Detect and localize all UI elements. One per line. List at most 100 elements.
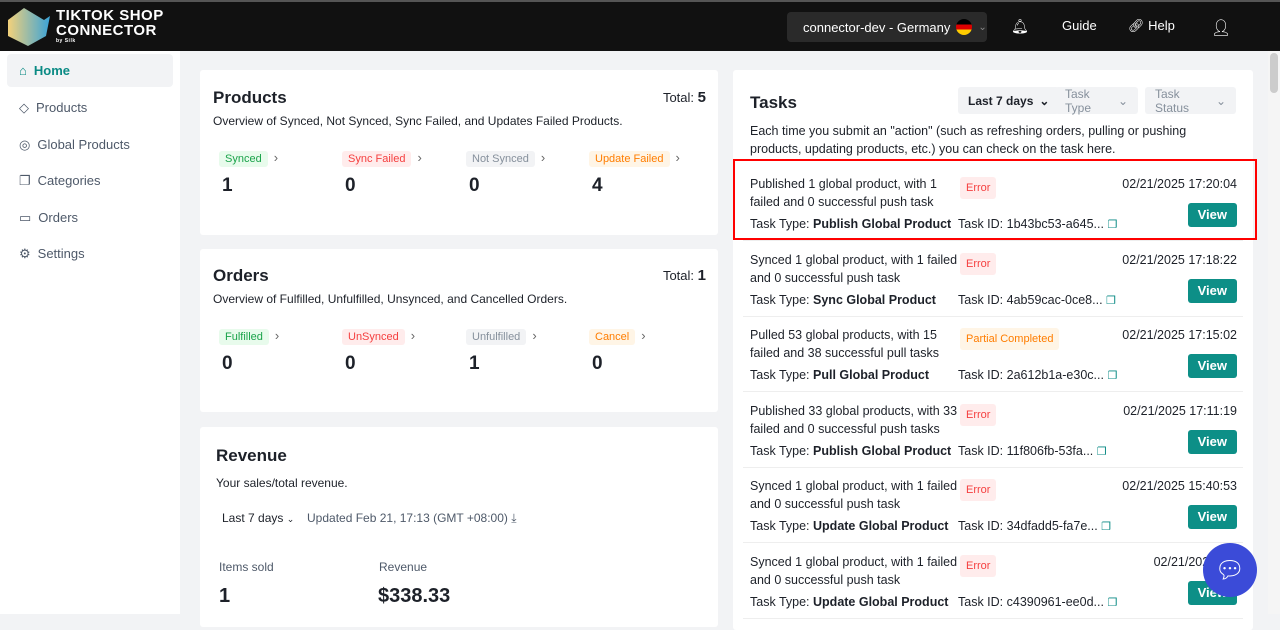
total-label: Total: — [662, 90, 695, 105]
bell-icon[interactable]: 🔔︎ — [1011, 18, 1029, 34]
task-type-value: Update Global Product — [813, 594, 949, 609]
view-button[interactable]: View — [1187, 429, 1237, 454]
chevron-right-icon: › — [532, 328, 537, 343]
task-row: Synced 1 global product, with 1 failed a… — [743, 467, 1243, 543]
stat-unsynced[interactable]: UnSynced › 0 — [342, 328, 415, 375]
stat-cancel[interactable]: Cancel › 0 — [589, 328, 646, 375]
user-icon[interactable]: 👤︎ — [1211, 20, 1232, 37]
task-id: Task ID: 34dfadd5-fa7e... ❐ — [958, 517, 1111, 536]
filter-task-type[interactable]: Task Type ⌄ — [1055, 87, 1138, 115]
sidebar-item-home[interactable]: ⌂ Home — [7, 54, 173, 87]
tasks-intro: Each time you submit an "action" (such a… — [750, 124, 1187, 156]
task-description: Synced 1 global product, with 1 failed a… — [750, 479, 958, 511]
task-id-value: c4390961-ee0d... — [1006, 594, 1104, 609]
task-id-label: Task ID: — [958, 519, 1004, 533]
filter-period[interactable]: Last 7 days ⌄ — [958, 87, 1060, 114]
stat-value: 0 — [469, 175, 480, 196]
copy-icon[interactable]: ❐ — [1107, 219, 1118, 231]
task-id: Task ID: 1b43bc53-a645... ❐ — [958, 215, 1117, 234]
logo-icon — [8, 8, 50, 46]
chevron-right-icon: › — [641, 328, 646, 343]
task-id: Task ID: 11f806fb-53fa... ❐ — [958, 442, 1107, 461]
globe-icon: ◎ — [19, 136, 31, 152]
task-type: Task Type: Publish Global Product — [750, 215, 951, 233]
card-subtitle: Overview of Synced, Not Synced, Sync Fai… — [213, 114, 623, 128]
germany-flag-icon — [956, 19, 973, 35]
sidebar-item-categories[interactable]: ❐ Categories — [7, 164, 173, 197]
sidebar-item-orders[interactable]: ▭ Orders — [7, 201, 173, 234]
guide-link[interactable]: Guide — [1062, 18, 1097, 33]
stat-value: 1 — [469, 353, 480, 374]
card-subtitle: Your sales/total revenue. — [216, 476, 348, 490]
stat-unfulfilled[interactable]: Unfulfilled › 1 — [466, 328, 537, 375]
sidebar-item-settings[interactable]: ⚙︎ Settings — [7, 237, 173, 270]
task-type: Task Type: Pull Global Product — [750, 366, 929, 384]
chevron-right-icon: › — [410, 328, 416, 343]
chat-button[interactable]: 💬︎ — [1203, 543, 1257, 597]
logo-line1: TIKTOK SHOP — [56, 7, 164, 24]
stat-tag: Not Synced — [466, 151, 535, 167]
task-status-badge: Partial Completed — [960, 328, 1060, 350]
task-status-badge: Error — [960, 403, 997, 426]
sidebar-item-label: Settings — [37, 246, 85, 261]
store-selector[interactable]: connector-dev - Germany ⌄ — [787, 12, 987, 42]
stat-not-synced[interactable]: Not Synced › 0 — [466, 150, 545, 197]
scrollbar-thumb[interactable] — [1270, 53, 1278, 93]
view-button[interactable]: View — [1187, 203, 1237, 227]
card-subtitle: Overview of Fulfilled, Unfulfilled, Unsy… — [213, 292, 568, 306]
task-id-label: Task ID: — [958, 368, 1004, 382]
logo[interactable]: TIKTOK SHOP CONNECTOR by Silk — [6, 6, 164, 46]
task-row: Synced 1 global product, with 1 failed a… — [743, 241, 1243, 317]
stat-update-failed[interactable]: Update Failed › 4 — [589, 150, 680, 197]
logo-by: by Silk — [56, 38, 76, 44]
task-row: Synced 1 global product, with 1 failed a… — [743, 543, 1243, 619]
task-description: Synced 1 global product, with 1 failed a… — [750, 554, 958, 587]
stat-value: 0 — [222, 353, 233, 374]
link-icon: 🔗︎ — [1128, 18, 1145, 33]
stat-sync-failed[interactable]: Sync Failed › 0 — [342, 150, 422, 197]
task-id-value: 11f806fb-53fa... — [1006, 443, 1094, 458]
period-select[interactable]: Last 7 days ⌄ — [222, 511, 294, 525]
copy-icon[interactable]: ❐ — [1096, 445, 1107, 458]
view-button[interactable]: View — [1187, 505, 1237, 529]
task-type: Task Type: Update Global Product — [750, 593, 948, 611]
sidebar-item-label: Orders — [38, 210, 79, 225]
task-id-value: 4ab59cac-0ce8... — [1006, 292, 1103, 307]
task-type-value: Publish Global Product — [813, 217, 952, 231]
sidebar: ⌂ Home ◇ Products ◎ Global Products ❐ Catego… — [0, 51, 180, 614]
copy-icon[interactable]: ❐ — [1107, 370, 1118, 382]
task-date: 02/21/2025 17:20:04 — [1122, 177, 1237, 191]
chevron-down-icon: ⌄ — [1117, 93, 1128, 108]
stat-synced[interactable]: Synced › 1 — [219, 150, 278, 197]
task-type: Task Type: Publish Global Product — [750, 442, 951, 460]
help-label: Help — [1148, 18, 1175, 33]
sidebar-item-global-products[interactable]: ◎ Global Products — [7, 128, 173, 161]
task-date: 02/21/2025 17:18:22 — [1122, 252, 1237, 267]
scrollbar[interactable] — [1268, 51, 1280, 614]
sidebar-item-products[interactable]: ◇ Products — [7, 91, 173, 124]
card-title: Revenue — [216, 446, 287, 465]
view-button[interactable]: View — [1187, 278, 1237, 303]
filter-task-status[interactable]: Task Status ⌄ — [1145, 87, 1236, 115]
stat-tag: Unfulfilled — [466, 329, 527, 345]
copy-icon[interactable]: ❐ — [1106, 294, 1116, 307]
gear-icon: ⚙︎ — [19, 245, 31, 261]
items-sold-label: Items sold — [219, 560, 274, 574]
card-title: Tasks — [750, 93, 797, 112]
help-link[interactable]: 🔗︎ Help — [1128, 18, 1175, 34]
view-button[interactable]: View — [1187, 354, 1237, 378]
copy-icon: ❐ — [19, 172, 31, 188]
copy-icon[interactable]: ❐ — [1101, 521, 1112, 533]
tasks-card: Tasks Last 7 days ⌄ Task Type ⌄ Task Statu… — [733, 70, 1253, 630]
sidebar-item-label: Products — [36, 100, 88, 115]
box-icon: ▭ — [19, 209, 32, 225]
card-title: Products — [213, 88, 287, 107]
revenue-label: Revenue — [379, 560, 428, 574]
task-type: Task Type: Sync Global Product — [750, 291, 936, 309]
download-icon[interactable]: ⤓ — [511, 511, 517, 525]
stat-fulfilled[interactable]: Fulfilled › 0 — [219, 328, 279, 375]
copy-icon[interactable]: ❐ — [1107, 596, 1118, 609]
task-row: Published 1 global product, with 1 faile… — [743, 165, 1243, 241]
task-row: Published 33 global products, with 33 fa… — [743, 392, 1243, 468]
period-label: Last 7 days — [222, 511, 284, 525]
